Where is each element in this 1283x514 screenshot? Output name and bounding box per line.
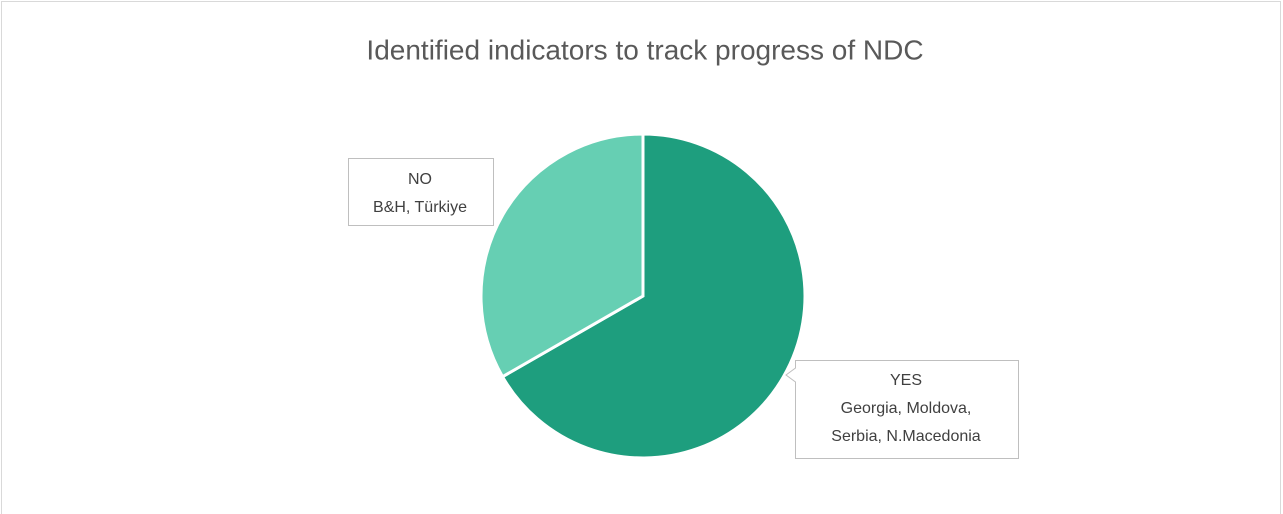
data-labels: YES Georgia, Moldova, Serbia, N.Macedonia N… <box>373 171 981 445</box>
callout-box <box>785 360 1019 459</box>
slice-label: NO <box>408 171 432 188</box>
slice-detail: Serbia, N.Macedonia <box>831 428 981 445</box>
slice-detail: B&H, Türkiye <box>373 199 467 216</box>
pie-slice <box>500 132 807 460</box>
pie-slice <box>479 132 645 379</box>
slice-label: YES <box>890 372 922 389</box>
callout-box <box>348 158 494 226</box>
pie <box>479 132 807 460</box>
slice-detail: Georgia, Moldova, <box>841 400 972 417</box>
chart-title: Identified indicators to track progress … <box>366 34 923 65</box>
